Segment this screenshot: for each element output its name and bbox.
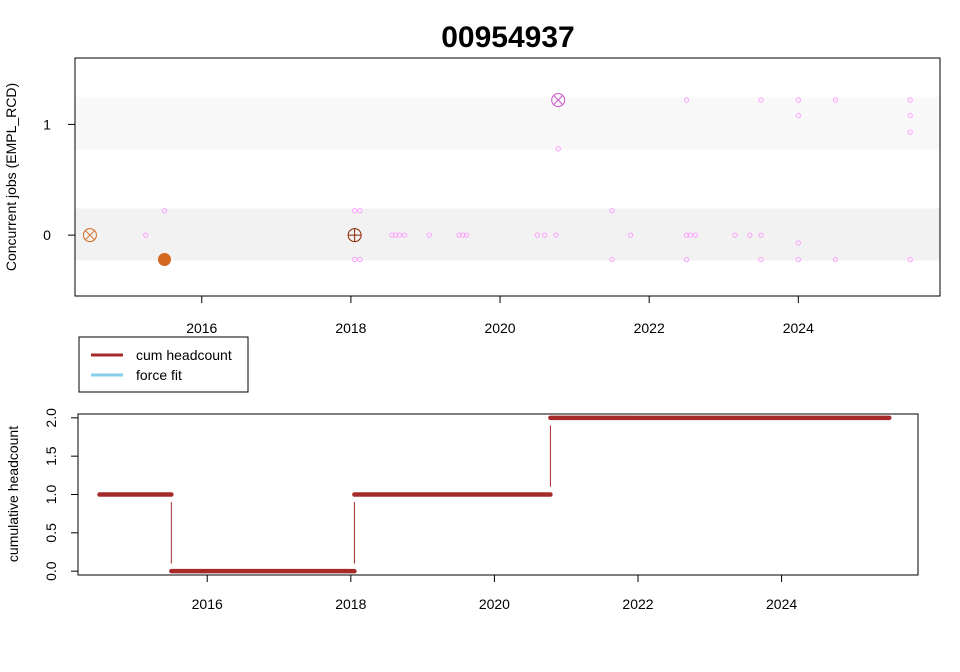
legend-label-cum-headcount: cum headcount [136, 347, 232, 363]
data-point [758, 97, 764, 103]
point-layer [82, 93, 913, 266]
marker-cross [84, 230, 95, 241]
data-point [609, 208, 615, 214]
y-tick-label: 1 [43, 116, 51, 132]
y-tick-label: 1.5 [43, 446, 59, 466]
y-tick-label: 0 [43, 227, 51, 243]
data-point [832, 97, 839, 103]
plot-frame-top [74, 57, 941, 297]
x-tick-label: 2024 [783, 320, 814, 336]
y-axis-label-top: Concurrent jobs (EMPL_RCD) [3, 83, 19, 271]
y-tick-label: 0.0 [43, 561, 59, 581]
x-axis-top: 2016 2018 2020 2022 2024 [186, 296, 814, 336]
data-point [692, 232, 699, 238]
data-point [795, 240, 801, 246]
marker-circle [82, 228, 97, 243]
data-point [351, 256, 358, 263]
data-point [732, 232, 738, 238]
x-tick-label: 2020 [479, 596, 510, 612]
data-point [389, 232, 395, 238]
marker-cross [553, 95, 564, 106]
data-point [460, 232, 466, 238]
x-tick-label: 2020 [484, 320, 515, 336]
data-point [357, 208, 363, 214]
data-point [463, 232, 470, 238]
data-point [747, 232, 753, 238]
x-tick-label: 2018 [335, 320, 366, 336]
y-tick-label: 0.5 [43, 523, 59, 543]
shaded-band [75, 208, 940, 261]
data-point [555, 146, 561, 152]
data-point [687, 232, 693, 238]
y-tick-label: 2.0 [43, 408, 59, 428]
x-tick-label: 2022 [634, 320, 665, 336]
data-point [401, 232, 408, 238]
marker-circle [551, 93, 566, 108]
marker-filled-circle [157, 252, 171, 266]
data-point [907, 129, 913, 135]
data-point [627, 232, 634, 238]
data-point [795, 256, 801, 263]
y-tick-label: 1.0 [43, 485, 59, 505]
x-tick-label: 2016 [186, 320, 217, 336]
data-point [553, 232, 559, 238]
legend-box [78, 336, 249, 393]
data-point [683, 232, 690, 238]
data-point [758, 232, 764, 238]
y-axis-label-bottom: cumulative headcount [5, 426, 21, 562]
y-axis-bottom: 0.0 0.5 1.0 1.5 2.0 [43, 408, 78, 581]
data-point [534, 232, 540, 238]
data-point [392, 232, 399, 238]
data-point [832, 256, 839, 263]
shaded-band [75, 96, 940, 150]
data-point [456, 232, 462, 238]
chart-title: 00954937 [441, 21, 574, 54]
data-point [609, 256, 615, 263]
data-point [795, 112, 801, 119]
data-point [351, 208, 358, 214]
data-point [542, 232, 548, 238]
band-layer [75, 96, 940, 261]
data-point [907, 112, 913, 119]
data-point [357, 256, 363, 263]
x-tick-label: 2016 [192, 596, 223, 612]
x-tick-label: 2018 [335, 596, 366, 612]
legend: cum headcount force fit [78, 336, 249, 393]
data-point [907, 97, 913, 103]
x-axis-bottom: 2016 2018 2020 2022 2024 [192, 575, 797, 612]
data-point [795, 97, 801, 103]
data-point [758, 256, 764, 263]
data-point [426, 232, 432, 238]
line-layer [97, 415, 892, 574]
data-point [683, 97, 690, 103]
y-axis-top: 01 [43, 116, 75, 243]
data-point [907, 256, 913, 263]
data-point [161, 208, 168, 214]
data-point [143, 232, 149, 238]
x-tick-label: 2024 [766, 596, 797, 612]
data-point [396, 232, 403, 238]
data-point [683, 256, 690, 263]
legend-label-force-fit: force fit [136, 367, 182, 383]
x-tick-label: 2022 [622, 596, 653, 612]
